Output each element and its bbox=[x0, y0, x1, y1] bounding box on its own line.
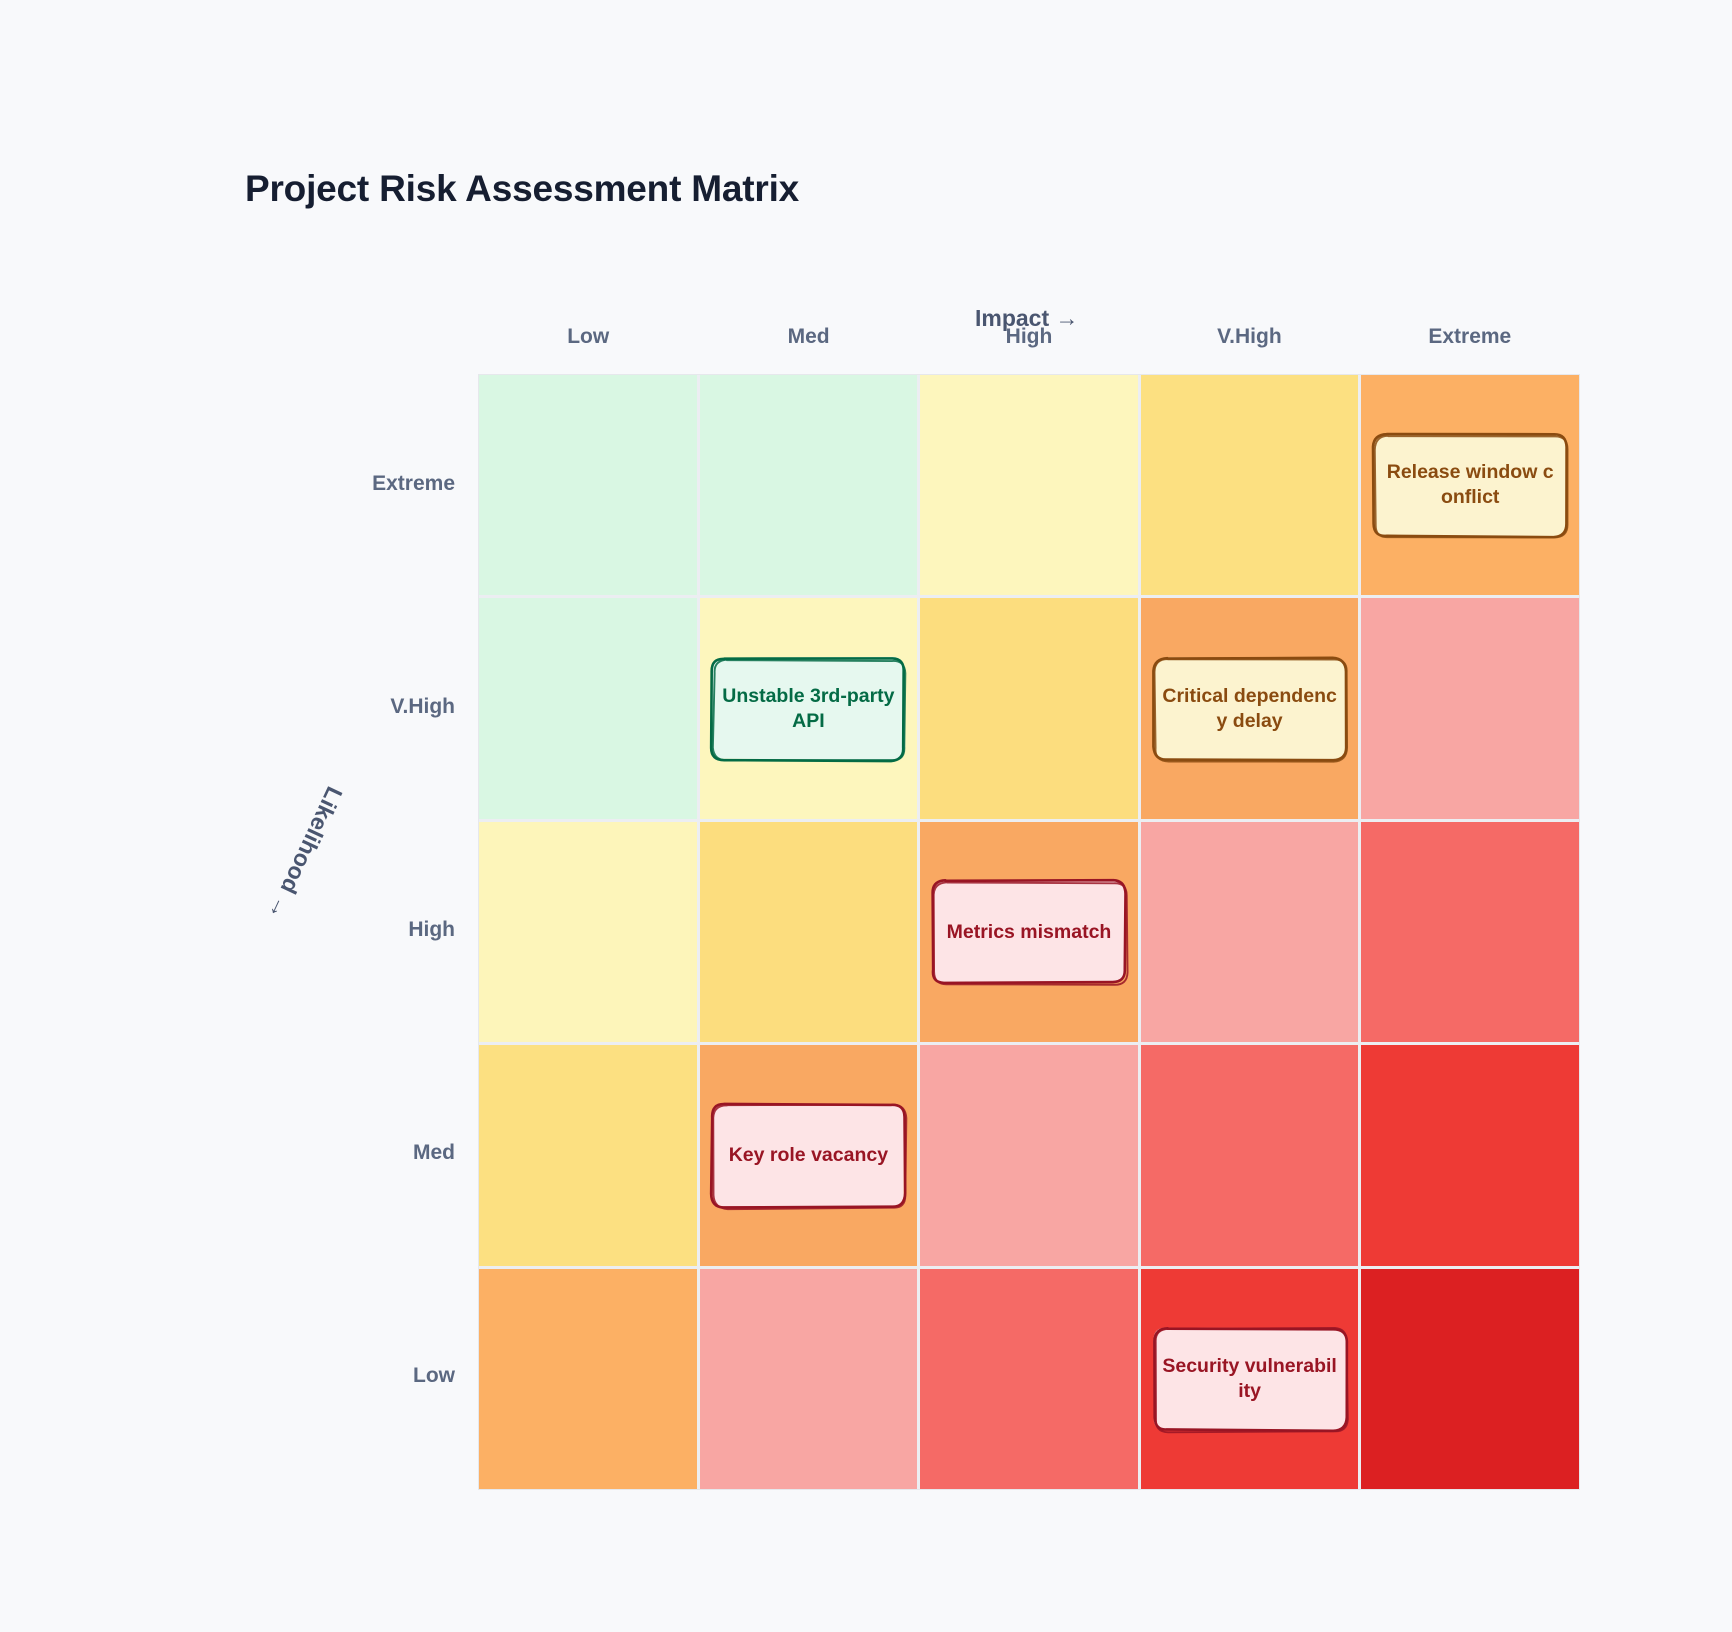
risk-cell-0-0[interactable] bbox=[479, 375, 697, 595]
risk-cell-3-3[interactable] bbox=[1141, 1045, 1359, 1265]
risk-card[interactable]: Release window conflict bbox=[1374, 434, 1566, 536]
risk-cell-4-0[interactable] bbox=[479, 1269, 697, 1489]
risk-card-label: Metrics mismatch bbox=[947, 920, 1112, 945]
risk-cell-4-2[interactable] bbox=[920, 1269, 1138, 1489]
risk-cell-2-4[interactable] bbox=[1361, 822, 1579, 1042]
column-header-high: High bbox=[919, 325, 1139, 349]
column-header-med: Med bbox=[699, 325, 919, 349]
row-header-high: High bbox=[250, 918, 455, 942]
row-header-med: Med bbox=[250, 1141, 455, 1165]
risk-cell-0-2[interactable] bbox=[920, 375, 1138, 595]
page-title: Project Risk Assessment Matrix bbox=[245, 168, 799, 210]
risk-cell-1-4[interactable] bbox=[1361, 598, 1579, 818]
risk-cell-4-1[interactable] bbox=[700, 1269, 918, 1489]
column-header-low: Low bbox=[478, 325, 698, 349]
risk-card-label: Key role vacancy bbox=[729, 1143, 888, 1168]
risk-card[interactable]: Metrics mismatch bbox=[933, 881, 1125, 983]
column-header-v-high: V.High bbox=[1139, 325, 1359, 349]
risk-cell-1-0[interactable] bbox=[479, 598, 697, 818]
risk-card-label: Critical dependency delay bbox=[1162, 684, 1338, 734]
risk-cell-1-2[interactable] bbox=[920, 598, 1138, 818]
risk-card-label: Release window conflict bbox=[1382, 460, 1558, 510]
risk-cell-4-3[interactable]: Security vulnerability bbox=[1141, 1269, 1359, 1489]
risk-card[interactable]: Key role vacancy bbox=[712, 1104, 904, 1206]
risk-cell-0-4[interactable]: Release window conflict bbox=[1361, 375, 1579, 595]
risk-matrix-canvas: Project Risk Assessment Matrix Impact → … bbox=[0, 0, 1732, 1632]
risk-cell-0-1[interactable] bbox=[700, 375, 918, 595]
row-header-v-high: V.High bbox=[250, 695, 455, 719]
risk-cell-2-2[interactable]: Metrics mismatch bbox=[920, 822, 1138, 1042]
risk-card-label: Security vulnerability bbox=[1162, 1354, 1338, 1404]
column-header-extreme: Extreme bbox=[1360, 325, 1580, 349]
risk-cell-3-0[interactable] bbox=[479, 1045, 697, 1265]
risk-cell-2-0[interactable] bbox=[479, 822, 697, 1042]
risk-cell-3-4[interactable] bbox=[1361, 1045, 1579, 1265]
risk-cell-1-1[interactable]: Unstable 3rd-party API bbox=[700, 598, 918, 818]
risk-cell-1-3[interactable]: Critical dependency delay bbox=[1141, 598, 1359, 818]
row-header-extreme: Extreme bbox=[250, 472, 455, 496]
risk-card[interactable]: Security vulnerability bbox=[1154, 1328, 1346, 1430]
risk-cell-4-4[interactable] bbox=[1361, 1269, 1579, 1489]
risk-cell-3-2[interactable] bbox=[920, 1045, 1138, 1265]
risk-cell-2-3[interactable] bbox=[1141, 822, 1359, 1042]
risk-cell-3-1[interactable]: Key role vacancy bbox=[700, 1045, 918, 1265]
risk-cell-0-3[interactable] bbox=[1141, 375, 1359, 595]
risk-card[interactable]: Unstable 3rd-party API bbox=[712, 658, 904, 760]
risk-card-label: Unstable 3rd-party API bbox=[720, 684, 896, 734]
risk-grid: Release window conflict Unstable 3rd-part… bbox=[478, 374, 1580, 1490]
risk-cell-2-1[interactable] bbox=[700, 822, 918, 1042]
row-header-low: Low bbox=[250, 1364, 455, 1388]
risk-card[interactable]: Critical dependency delay bbox=[1154, 658, 1346, 760]
